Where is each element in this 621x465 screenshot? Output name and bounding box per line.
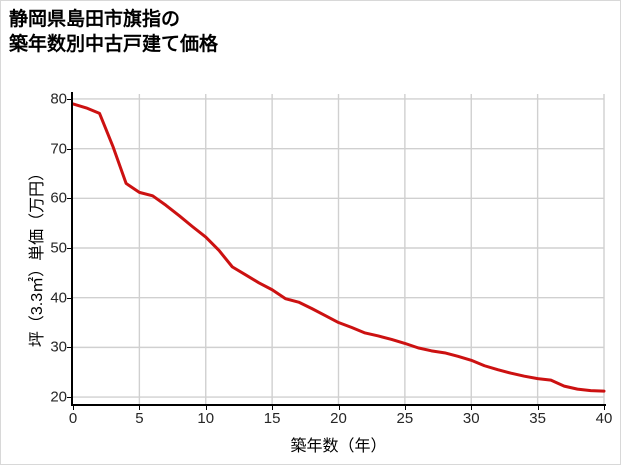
y-tick-label: 30	[50, 338, 67, 356]
x-tick-mark	[604, 406, 605, 410]
x-tick-label: 5	[135, 410, 144, 427]
y-tick-mark	[67, 297, 72, 299]
x-axis-title: 築年数（年）	[290, 438, 387, 455]
x-tick-mark	[205, 406, 207, 410]
data-series-layer	[73, 94, 604, 404]
y-tick-mark	[67, 397, 72, 399]
x-axis-tick-labels: 0 5 10 15 20 25 30 35 40	[69, 410, 613, 432]
x-tick-mark	[404, 406, 406, 410]
chart-title: 静岡県島田市旗指の 築年数別中古戸建て価格	[9, 9, 219, 56]
x-tick-label: 0	[68, 410, 78, 427]
y-axis-tick-labels: 20 30 40 50 60 70 80	[17, 90, 67, 406]
y-tick-label: 60	[50, 189, 67, 207]
x-tick-label: 30	[462, 410, 480, 427]
y-tick-mark	[67, 347, 72, 349]
y-tick-label: 40	[50, 289, 67, 307]
x-tick-label: 25	[396, 410, 414, 427]
data-line	[73, 104, 604, 391]
y-tick-mark	[67, 148, 72, 150]
x-tick-mark	[139, 406, 141, 410]
x-tick-mark	[471, 406, 473, 410]
plot-area	[73, 94, 604, 404]
y-tick-label: 80	[50, 90, 67, 108]
x-tick-mark	[338, 406, 340, 410]
y-tick-label: 20	[50, 388, 67, 406]
x-tick-mark	[272, 406, 274, 410]
y-axis-title: 坪（3.3㎡）単価（万円）	[29, 164, 46, 348]
y-tick-mark	[67, 198, 72, 200]
x-axis-spine	[71, 404, 606, 406]
x-tick-label: 40	[595, 410, 613, 427]
x-tick-mark	[537, 406, 539, 410]
y-tick-mark	[67, 98, 72, 100]
x-tick-label: 10	[197, 410, 215, 427]
gridlines	[73, 94, 604, 404]
x-tick-mark	[73, 406, 74, 410]
y-axis-spine	[71, 92, 73, 406]
x-tick-label: 15	[263, 410, 281, 427]
y-tick-mark	[67, 248, 72, 249]
y-tick-label: 50	[50, 239, 67, 257]
y-tick-label: 70	[50, 140, 67, 158]
x-tick-label: 20	[330, 410, 347, 427]
x-tick-label: 35	[529, 410, 546, 427]
